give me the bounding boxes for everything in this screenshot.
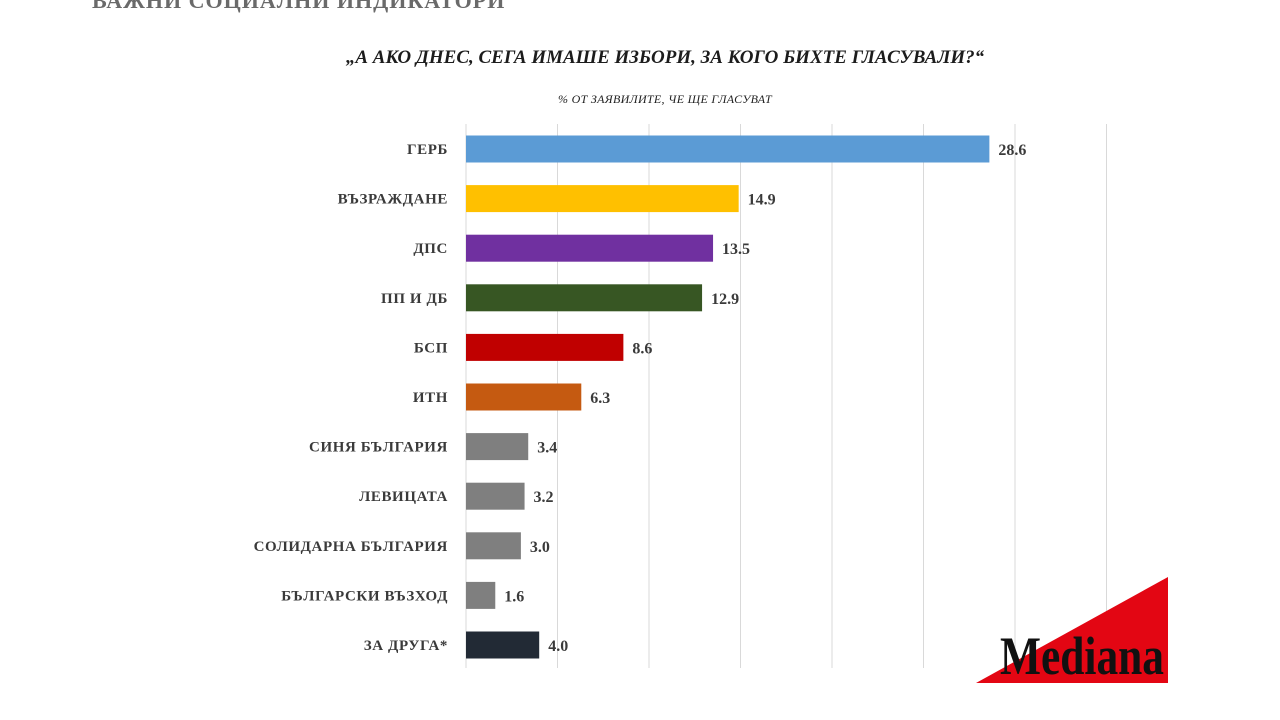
value-label: 14.9 [748,192,776,209]
bar [466,383,582,411]
category-label: ЗА ДРУГА* [364,638,448,654]
category-label: СОЛИДАРНА БЪЛГАРИЯ [254,539,448,555]
bar [466,234,714,262]
mediana-logo: Mediana [976,577,1168,683]
bar [466,185,739,213]
bar [466,581,496,609]
category-label: ПП И ДБ [381,291,448,307]
bars [466,135,990,659]
value-label: 28.6 [998,142,1026,159]
category-label: ВЪЗРАЖДАНЕ [338,192,448,208]
category-label: ЛЕВИЦАТА [359,489,448,505]
category-label: ИТН [413,390,448,406]
top-strip-text: ВАЖНИ СОЦИАЛНИ ИНДИКАТОРИ [92,0,506,13]
value-label: 8.6 [632,340,652,357]
value-label: 12.9 [711,291,739,308]
top-strip-heading: ВАЖНИ СОЦИАЛНИ ИНДИКАТОРИ [0,0,1280,14]
value-label: 6.3 [590,390,610,407]
chart-subtitle: % ОТ ЗАЯВИЛИТЕ, ЧЕ ЩЕ ГЛАСУВАТ [558,92,772,106]
category-label: ДПС [413,241,448,257]
bar [466,482,525,510]
bar [466,135,990,163]
value-label: 4.0 [548,638,568,655]
value-label: 3.4 [537,440,557,457]
bar [466,631,540,659]
value-label: 13.5 [722,241,750,258]
bar [466,333,624,361]
value-label: 1.6 [504,588,524,605]
bar [466,433,529,461]
category-label: ГЕРБ [407,142,448,158]
bar [466,284,703,312]
bar [466,532,521,560]
value-label: 3.0 [530,539,550,556]
category-labels: ГЕРБ ВЪЗРАЖДАНЕ ДПС ПП И ДБ БСП ИТН СИНЯ БЪЛГА… [254,142,448,654]
value-label: 3.2 [534,489,554,506]
logo-text: Mediana [1000,626,1164,683]
category-label: СИНЯ БЪЛГАРИЯ [309,440,448,456]
chart-title: „А АКО ДНЕС, СЕГА ИМАШЕ ИЗБОРИ, ЗА КОГО … [345,47,985,68]
category-label: БСП [414,340,448,356]
category-label: БЪЛГАРСКИ ВЪЗХОД [281,588,448,604]
value-labels: 28.6 14.9 13.5 12.9 8.6 6.3 3.4 3.2 3.0 1.6 4.0 [504,142,1026,655]
logo-triangle [976,577,1168,683]
